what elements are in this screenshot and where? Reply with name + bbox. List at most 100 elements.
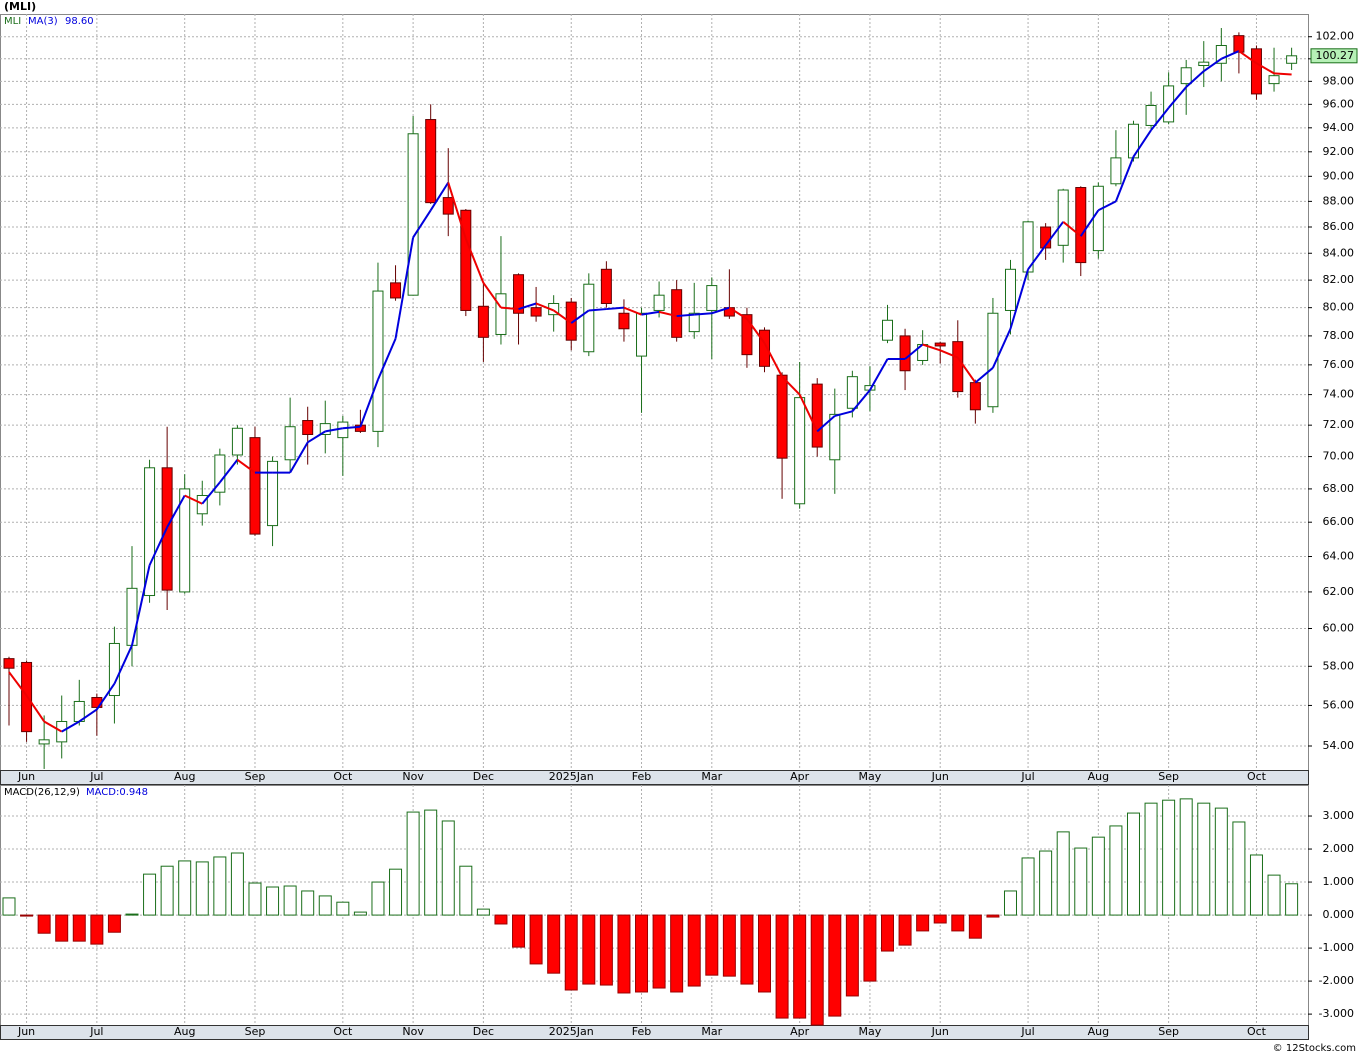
ma-segment — [588, 308, 607, 312]
ma-segment — [184, 494, 203, 505]
candle-body — [759, 329, 771, 367]
candle-body — [600, 268, 612, 304]
candle-body — [3, 658, 15, 669]
x-tick-label: Sep — [245, 770, 266, 783]
candle-body — [1198, 61, 1210, 67]
x-tick-label: Jun — [17, 770, 35, 783]
ma-segment — [834, 410, 853, 417]
candle-body — [319, 423, 331, 435]
macd-bar — [160, 865, 174, 916]
chart-title: (MLI) — [4, 0, 36, 13]
macd-bar — [494, 914, 508, 925]
ma-segment — [482, 282, 502, 309]
macd-bar — [143, 873, 157, 916]
ma-segment — [781, 375, 801, 396]
ma-segment — [746, 318, 766, 344]
candle-body — [442, 197, 454, 215]
x-tick-label: 2025Jan — [549, 770, 594, 783]
candle-body — [1180, 67, 1192, 85]
macd-bar — [1074, 847, 1088, 916]
y-tick-label: 88.00 — [1323, 194, 1355, 207]
macd-bar — [20, 914, 34, 917]
x-tick-label: Oct — [1247, 1025, 1267, 1038]
x-tick-label: Feb — [632, 1025, 651, 1038]
candle-body — [794, 397, 806, 505]
x-axis-band — [0, 770, 1309, 785]
ma-segment — [236, 458, 256, 474]
price-panel — [0, 14, 1309, 771]
ma-segment — [1273, 72, 1292, 76]
x-tick-label: May — [859, 1025, 882, 1038]
macd-bar — [1267, 874, 1281, 916]
y-tick-label: -2.000 — [1319, 974, 1354, 987]
candle-body — [1286, 55, 1298, 64]
macd-bar — [635, 914, 649, 993]
marks — [2, 28, 1299, 1026]
x-tick-label: 2025Jan — [549, 1025, 594, 1038]
y-tick-label: 72.00 — [1323, 418, 1355, 431]
candle-body — [1268, 75, 1280, 85]
macd-bar — [512, 914, 526, 948]
y-tick-label: 92.00 — [1323, 145, 1355, 158]
macd-bar — [617, 914, 631, 994]
macd-bar — [1232, 821, 1246, 916]
candle-body — [811, 383, 823, 448]
x-tick-label: Nov — [402, 1025, 424, 1038]
candle-body — [425, 119, 437, 204]
macd-bar — [564, 914, 578, 991]
x-tick-label: Aug — [1088, 1025, 1109, 1038]
macd-bar — [37, 914, 51, 934]
y-tick-label: 76.00 — [1323, 358, 1355, 371]
macd-bar — [582, 914, 596, 985]
ma-segment — [939, 349, 959, 359]
legend-symbol: MLI — [4, 16, 21, 27]
ma-segment — [289, 441, 309, 474]
x-tick-label: Mar — [701, 1025, 722, 1038]
ma-segment — [518, 302, 537, 311]
y-tick-label: 74.00 — [1323, 388, 1355, 401]
ma-segment — [359, 379, 379, 428]
last-price-tag — [1310, 48, 1358, 64]
ma-segment — [535, 302, 555, 312]
ma-segment — [658, 310, 677, 318]
macd-bar — [547, 914, 561, 974]
candle-body — [513, 274, 525, 314]
y-tick-label: 98.00 — [1323, 74, 1355, 87]
x-tick-label: Sep — [1158, 1025, 1179, 1038]
last-price-label: 100.27 — [1316, 49, 1355, 62]
candle-body — [530, 307, 542, 317]
grid — [0, 14, 1312, 1025]
y-tick-label: 94.00 — [1323, 121, 1355, 134]
macd-bar — [213, 856, 227, 916]
macd-bar — [248, 882, 262, 916]
macd-bar — [916, 914, 930, 932]
macd-bar — [1285, 883, 1299, 916]
candle-body — [56, 720, 68, 743]
macd-bar — [529, 914, 543, 965]
ma-segment — [96, 683, 116, 710]
macd-bar — [968, 914, 982, 939]
macd-bar — [107, 914, 121, 933]
candle-body — [688, 312, 700, 333]
y-tick-label: 64.00 — [1323, 550, 1355, 563]
x-tick-label: Dec — [473, 1025, 494, 1038]
x-tick-label: Dec — [473, 770, 494, 783]
ma-segment — [1027, 244, 1047, 270]
macd-bar — [1179, 798, 1193, 916]
macd-bar — [670, 914, 684, 993]
macd-bar — [775, 914, 789, 1019]
ma-segment — [1062, 221, 1082, 237]
y-tick-label: 90.00 — [1323, 169, 1355, 182]
ma-segment — [798, 394, 819, 432]
ma-segment — [447, 182, 467, 240]
macd-bar — [371, 881, 385, 916]
candle-body — [969, 382, 981, 411]
macd-bar — [2, 897, 16, 916]
candle-body — [249, 437, 261, 535]
x-tick-label: Jul — [89, 770, 103, 783]
ma-segment — [676, 313, 695, 318]
ma-segment — [1238, 50, 1258, 65]
candle-body — [302, 420, 314, 435]
candle-body — [284, 426, 296, 461]
